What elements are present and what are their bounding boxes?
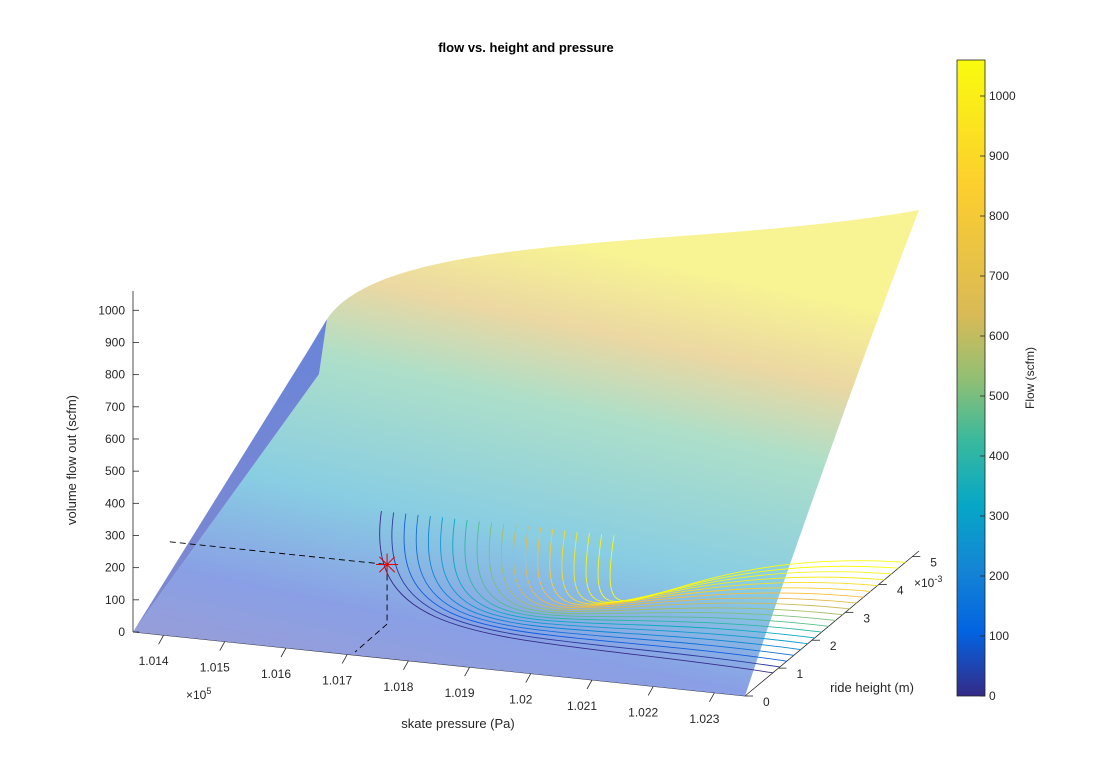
x-tick-label: 1.016	[261, 667, 291, 681]
z-tick-label: 900	[105, 335, 125, 349]
y-tick-label: 5	[930, 556, 937, 570]
x-tick-mark	[525, 673, 532, 683]
contour-line-550	[500, 523, 843, 616]
colorbar-tick-label: 200	[989, 569, 1009, 583]
colorbar-tick-label: 900	[989, 149, 1009, 163]
y-tick-label: 0	[763, 695, 770, 709]
contour-line-100	[391, 512, 780, 668]
x-tick-label: 1.019	[445, 686, 475, 700]
contour-line-1000	[609, 535, 906, 602]
marker-star-3	[379, 556, 396, 573]
z-tick-label: 600	[105, 432, 125, 446]
contour-line-300	[440, 517, 808, 645]
x-tick-label: 1.018	[383, 680, 413, 694]
z-tick-label: 0	[118, 625, 125, 639]
y-tick-label: 1	[796, 667, 803, 681]
colorbar-tick-label: 300	[989, 509, 1009, 523]
chart-title: flow vs. height and pressure	[438, 40, 614, 55]
contour-line-600	[512, 525, 850, 610]
x-tick-mark	[280, 647, 287, 658]
contour-line-700	[537, 527, 864, 607]
x-tick-label: 1.023	[689, 712, 719, 726]
axis-ticks: 0 100 200 300 400 500 600 700 800 900 1000 1.014 1.0…	[98, 303, 937, 726]
colorbar-tick-label: 800	[989, 209, 1009, 223]
contour-line-650	[525, 526, 857, 609]
x-tick-mark	[219, 641, 226, 651]
x-exponent-label: ×105	[186, 686, 211, 702]
z-tick-label: 200	[105, 561, 125, 575]
x-tick-label: 1.02	[509, 693, 533, 707]
colorbar-label: Flow (scfm)	[1023, 347, 1037, 409]
contour-line-750	[549, 528, 871, 606]
contour-lines	[379, 511, 906, 674]
contour-line-150	[403, 513, 787, 662]
contour-line-200	[415, 514, 794, 656]
contour-line-450	[476, 521, 829, 627]
marker-z-dash	[169, 541, 388, 565]
y-tick-label: 4	[897, 583, 904, 597]
y-exponent-label: ×10-3	[914, 574, 942, 590]
x-tick-mark	[158, 635, 164, 645]
contour-line-350	[452, 518, 815, 639]
z-tick-label: 500	[105, 464, 125, 478]
operating-point	[169, 541, 399, 653]
y-axis-line	[744, 550, 920, 697]
x-tick-label: 1.014	[139, 654, 169, 668]
marker-x-dash	[354, 623, 388, 653]
colorbar: 0 100 200 300 400 500 600 700 800 900 1000 Flow (s…	[956, 59, 1037, 703]
y-tick-label: 2	[830, 639, 837, 653]
x-tick-mark	[403, 660, 409, 670]
colorbar-tick-label: 400	[989, 449, 1009, 463]
colorbar-tick-label: 1000	[989, 89, 1016, 103]
contour-line-500	[488, 522, 836, 621]
x-tick-mark	[341, 654, 348, 664]
x-tick-label: 1.021	[567, 699, 597, 713]
colorbar-tick-label: 0	[989, 689, 996, 703]
z-tick-label: 700	[105, 400, 125, 414]
contour-line-400	[464, 519, 822, 633]
x-tick-mark	[464, 667, 470, 677]
contour-line-250	[428, 516, 801, 650]
z-tick-label: 100	[105, 593, 125, 607]
z-tick-label: 300	[105, 528, 125, 542]
colorbar-tick-label: 700	[989, 269, 1009, 283]
z-tick-label: 400	[105, 496, 125, 510]
surface-face	[133, 209, 919, 697]
z-tick-label: 1000	[98, 303, 125, 317]
colorbar-tick-label: 600	[989, 329, 1009, 343]
y-axis-label: ride height (m)	[830, 680, 914, 695]
y-tick-label: 3	[863, 611, 870, 625]
colorbar-tick-label: 100	[989, 629, 1009, 643]
x-tick-mark	[709, 692, 715, 702]
z-axis-label: volume flow out (scfm)	[64, 395, 79, 525]
z-tick-label: 800	[105, 368, 125, 382]
x-tick-label: 1.022	[628, 705, 658, 719]
x-tick-label: 1.017	[322, 673, 352, 687]
flow-surface	[133, 209, 919, 697]
x-tick-label: 1.015	[200, 661, 230, 675]
x-tick-mark	[647, 686, 654, 696]
x-tick-mark	[586, 679, 593, 690]
contour-line-950	[597, 534, 899, 603]
x-axis-label: skate pressure (Pa)	[401, 716, 514, 731]
colorbar-tick-label: 500	[989, 389, 1009, 403]
